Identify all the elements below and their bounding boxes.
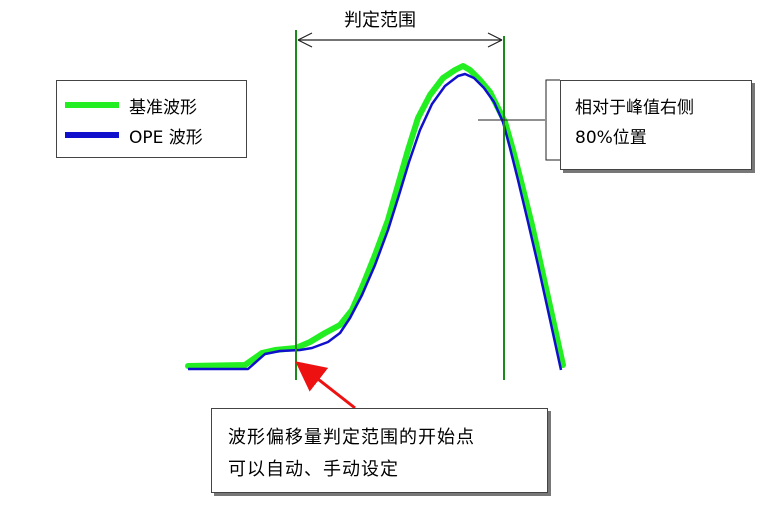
legend-item-ope: OPE 波形: [65, 125, 203, 148]
callout-line-2: 80%位置: [575, 128, 647, 148]
legend-swatch-reference: [65, 102, 119, 108]
range-arrow-left-head: [297, 32, 313, 48]
note-line-1: 波形偏移量判定范围的开始点: [228, 427, 475, 448]
start-point-note: 波形偏移量判定范围的开始点 可以自动、手动设定: [211, 408, 548, 493]
legend-swatch-ope: [65, 132, 119, 138]
legend-label-ope: OPE 波形: [129, 127, 203, 148]
note-line-2: 可以自动、手动设定: [228, 459, 399, 480]
legend: 基准波形 OPE 波形: [56, 80, 247, 158]
peak-callout: 相对于峰值右侧 80%位置: [560, 80, 752, 170]
callout-line-1: 相对于峰值右侧: [575, 98, 694, 118]
start-point-arrow: [295, 361, 356, 410]
legend-item-reference: 基准波形: [65, 95, 197, 118]
callout-bracket: [545, 79, 560, 161]
ope-waveform: [188, 72, 563, 371]
reference-waveform: [185, 63, 566, 369]
range-label: 判定范围: [344, 10, 416, 31]
legend-label-reference: 基准波形: [129, 97, 197, 118]
range-arrow-right-head: [487, 32, 503, 48]
